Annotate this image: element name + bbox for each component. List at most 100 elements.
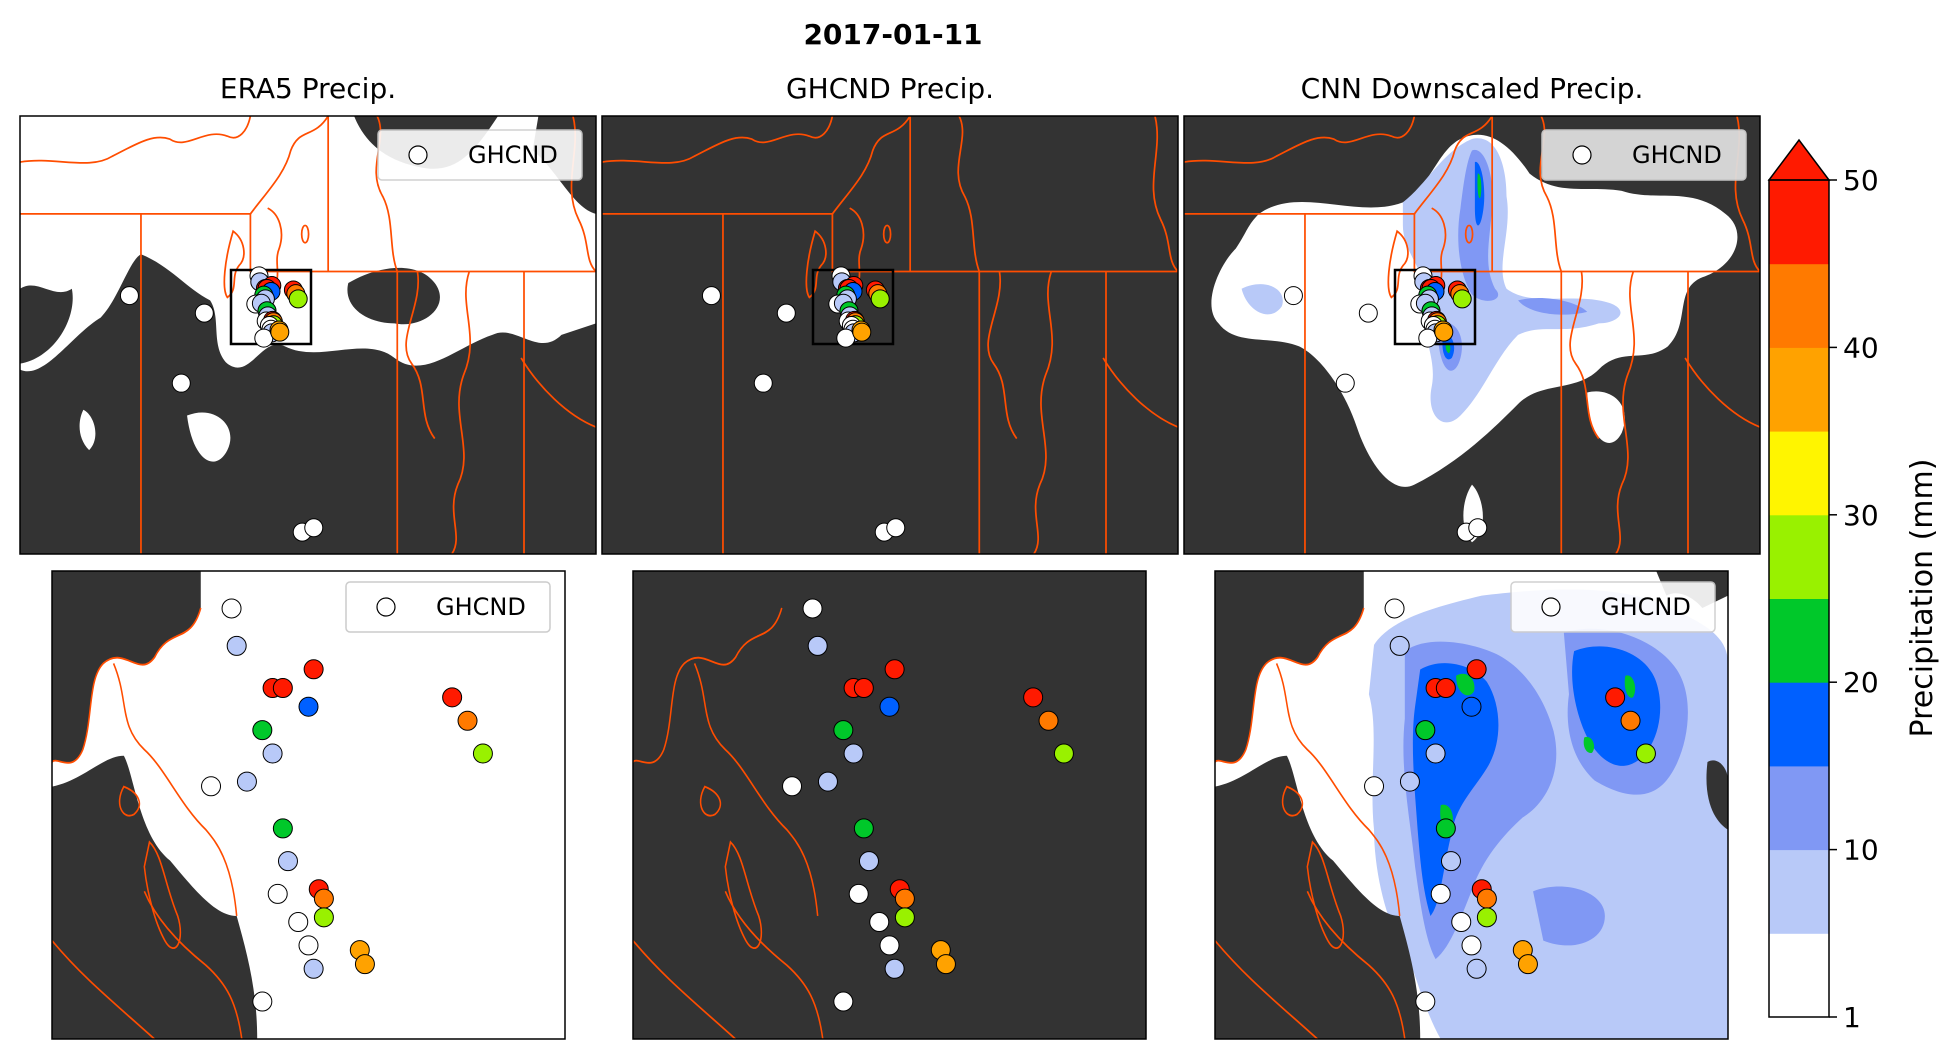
station-marker (753, 373, 773, 393)
station-marker (119, 286, 139, 306)
legend-marker-icon (1541, 597, 1561, 617)
legend-marker-icon (1572, 145, 1592, 165)
station-marker (1461, 696, 1482, 717)
station-marker (1389, 635, 1410, 656)
station-markers (201, 598, 493, 1012)
station-marker (1283, 286, 1303, 306)
station-marker (782, 776, 803, 797)
panel-title-era5: ERA5 Precip. (220, 72, 396, 105)
station-marker (221, 598, 242, 619)
station-marker (442, 687, 463, 708)
station-marker (935, 954, 956, 975)
station-marker (298, 696, 319, 717)
colorbar-frame (1768, 179, 1830, 1018)
colorbar-ticks: 1 10 20 30 40 50 (1829, 164, 1879, 1034)
station-marker (1364, 776, 1385, 797)
land-mask (20, 116, 596, 554)
colorbar-tick-label: 40 (1843, 331, 1879, 364)
station-marker (303, 958, 324, 979)
station-marker (1430, 883, 1451, 904)
station-marker (879, 696, 900, 717)
station-marker (313, 888, 334, 909)
colorbar-bin (1769, 514, 1829, 599)
station-marker (1425, 743, 1446, 764)
station-marker (1023, 687, 1044, 708)
station-marker (1435, 818, 1456, 839)
dry-area (1656, 571, 1728, 830)
colorbar-bin (1769, 180, 1829, 265)
station-markers (119, 266, 324, 542)
station-marker (1435, 678, 1456, 698)
station-marker (270, 322, 290, 342)
station-marker (853, 678, 874, 698)
station-markers (782, 598, 1074, 1012)
station-marker (1461, 935, 1482, 956)
panel-frame (601, 115, 1179, 555)
legend-label: GHCND (1601, 593, 1691, 621)
colorbar-label: Precipitation (mm) (1905, 459, 1940, 738)
station-marker (304, 518, 324, 538)
station-marker (1451, 912, 1472, 932)
station-marker (226, 635, 247, 656)
station-marker (171, 373, 191, 393)
station-marker (817, 771, 838, 792)
colorbar-tick-label: 10 (1843, 834, 1879, 867)
colorbar-bin (1769, 765, 1829, 851)
figure-title: 2017-01-11 (803, 18, 982, 51)
colorbar-bin (1769, 431, 1829, 516)
colorbar-bin (1769, 933, 1829, 1018)
panel-frame (1183, 115, 1761, 555)
legend-box: GHCND (377, 129, 583, 181)
station-marker (288, 912, 309, 932)
station-marker (852, 322, 872, 342)
station-marker (272, 818, 293, 839)
colorbar-bins (1769, 180, 1829, 1018)
station-marker (802, 598, 823, 619)
station-marker (886, 518, 906, 538)
station-marker (1635, 743, 1656, 764)
colorbar-tick-label: 20 (1843, 666, 1879, 699)
legend-box: GHCND (1510, 581, 1716, 633)
legend-label: GHCND (436, 593, 526, 621)
station-marker (858, 851, 879, 872)
colorbar-bin (1769, 263, 1829, 348)
station-marker (807, 635, 828, 656)
station-marker (313, 907, 334, 928)
panel-title-ghcnd: GHCND Precip. (786, 72, 994, 105)
precip-field-20 (1440, 673, 1636, 832)
colorbar-extend-arrow (1767, 138, 1831, 181)
station-markers (1283, 266, 1488, 542)
station-marker (303, 659, 324, 680)
station-marker (1468, 518, 1488, 538)
station-marker (869, 912, 890, 932)
panel-ghcnd-zoom (632, 570, 1147, 1040)
station-marker (201, 776, 222, 797)
station-marker (194, 303, 214, 323)
legend-marker-icon (376, 597, 396, 617)
station-marker (354, 954, 375, 975)
colorbar-tick-label: 50 (1843, 164, 1879, 197)
station-marker (1476, 888, 1497, 909)
station-marker (1620, 710, 1641, 731)
station-marker (472, 743, 493, 764)
station-marker (894, 907, 915, 928)
station-marker (870, 289, 890, 309)
station-marker (252, 991, 273, 1012)
panel-cnn-overview: GHCND (1183, 115, 1761, 555)
station-marker (1466, 958, 1487, 979)
colorbar-tick-label: 30 (1843, 499, 1879, 532)
station-marker (1452, 289, 1472, 309)
colorbar-bin (1769, 682, 1829, 767)
station-marker (272, 678, 293, 698)
station-marker (298, 935, 319, 956)
station-markers (1364, 598, 1656, 1012)
panel-background (602, 116, 1178, 554)
station-marker (1517, 954, 1538, 975)
panel-era5-zoom: GHCND (51, 570, 566, 1040)
panel-frame (1214, 570, 1729, 1040)
colorbar-bin (1769, 849, 1829, 934)
white-islands (79, 409, 231, 462)
station-markers (701, 266, 906, 542)
station-marker (1399, 771, 1420, 792)
station-marker (236, 771, 257, 792)
